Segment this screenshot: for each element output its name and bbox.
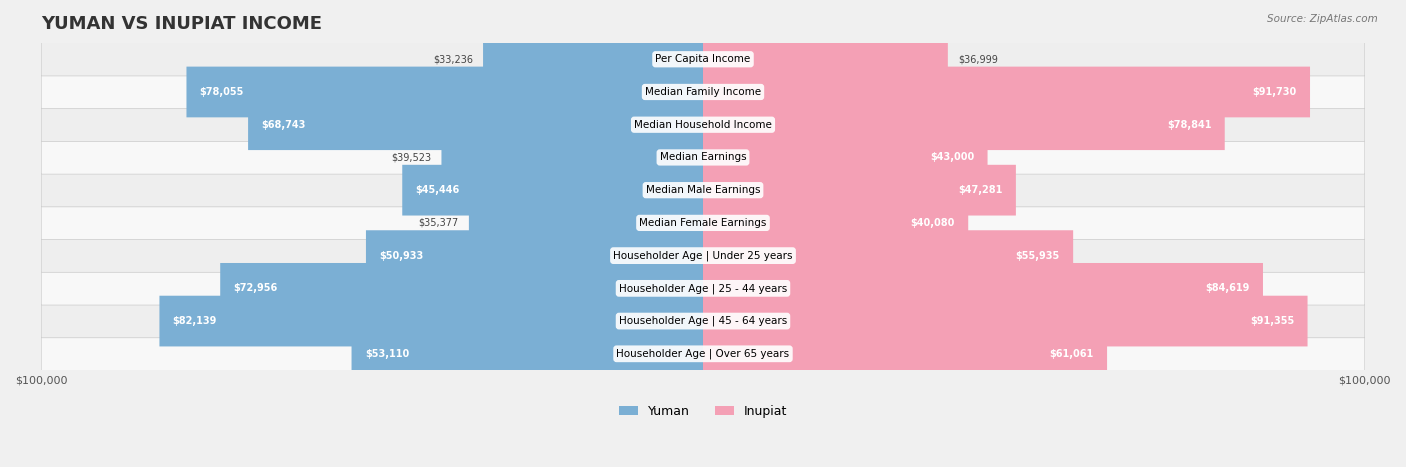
FancyBboxPatch shape — [703, 263, 1263, 314]
FancyBboxPatch shape — [441, 132, 703, 183]
Text: $78,055: $78,055 — [200, 87, 245, 97]
Text: $33,236: $33,236 — [433, 54, 474, 64]
FancyBboxPatch shape — [352, 328, 703, 379]
FancyBboxPatch shape — [703, 99, 1225, 150]
Text: Median Female Earnings: Median Female Earnings — [640, 218, 766, 228]
FancyBboxPatch shape — [703, 165, 1017, 216]
FancyBboxPatch shape — [41, 272, 1365, 305]
Text: Median Family Income: Median Family Income — [645, 87, 761, 97]
FancyBboxPatch shape — [703, 230, 1073, 281]
Text: $61,061: $61,061 — [1050, 349, 1094, 359]
FancyBboxPatch shape — [41, 337, 1365, 370]
Text: $50,933: $50,933 — [380, 251, 423, 261]
FancyBboxPatch shape — [247, 99, 703, 150]
Text: $55,935: $55,935 — [1015, 251, 1060, 261]
FancyBboxPatch shape — [703, 34, 948, 85]
Text: Householder Age | Over 65 years: Householder Age | Over 65 years — [616, 348, 790, 359]
FancyBboxPatch shape — [366, 230, 703, 281]
Text: Householder Age | 45 - 64 years: Householder Age | 45 - 64 years — [619, 316, 787, 326]
Text: $91,730: $91,730 — [1253, 87, 1296, 97]
Text: $72,956: $72,956 — [233, 283, 278, 293]
Text: $40,080: $40,080 — [911, 218, 955, 228]
FancyBboxPatch shape — [41, 206, 1365, 240]
FancyBboxPatch shape — [703, 296, 1308, 347]
Text: $91,355: $91,355 — [1250, 316, 1295, 326]
FancyBboxPatch shape — [703, 328, 1107, 379]
Text: $47,281: $47,281 — [959, 185, 1002, 195]
FancyBboxPatch shape — [703, 198, 969, 248]
Text: $82,139: $82,139 — [173, 316, 217, 326]
Text: Householder Age | 25 - 44 years: Householder Age | 25 - 44 years — [619, 283, 787, 294]
FancyBboxPatch shape — [41, 173, 1365, 207]
Text: $45,446: $45,446 — [416, 185, 460, 195]
FancyBboxPatch shape — [484, 34, 703, 85]
Text: Householder Age | Under 25 years: Householder Age | Under 25 years — [613, 250, 793, 261]
Text: Median Male Earnings: Median Male Earnings — [645, 185, 761, 195]
FancyBboxPatch shape — [703, 67, 1310, 117]
Text: Median Earnings: Median Earnings — [659, 152, 747, 163]
FancyBboxPatch shape — [703, 132, 987, 183]
FancyBboxPatch shape — [402, 165, 703, 216]
Legend: Yuman, Inupiat: Yuman, Inupiat — [614, 400, 792, 423]
Text: $78,841: $78,841 — [1167, 120, 1212, 130]
FancyBboxPatch shape — [41, 108, 1365, 142]
Text: $39,523: $39,523 — [391, 152, 432, 163]
FancyBboxPatch shape — [41, 239, 1365, 272]
Text: $68,743: $68,743 — [262, 120, 305, 130]
Text: Per Capita Income: Per Capita Income — [655, 54, 751, 64]
FancyBboxPatch shape — [41, 42, 1365, 76]
Text: $43,000: $43,000 — [929, 152, 974, 163]
Text: $36,999: $36,999 — [957, 54, 998, 64]
Text: Source: ZipAtlas.com: Source: ZipAtlas.com — [1267, 14, 1378, 24]
Text: YUMAN VS INUPIAT INCOME: YUMAN VS INUPIAT INCOME — [41, 15, 322, 33]
FancyBboxPatch shape — [187, 67, 703, 117]
FancyBboxPatch shape — [41, 141, 1365, 174]
Text: $84,619: $84,619 — [1205, 283, 1250, 293]
Text: Median Household Income: Median Household Income — [634, 120, 772, 130]
FancyBboxPatch shape — [468, 198, 703, 248]
Text: $53,110: $53,110 — [364, 349, 409, 359]
FancyBboxPatch shape — [221, 263, 703, 314]
FancyBboxPatch shape — [41, 75, 1365, 109]
FancyBboxPatch shape — [159, 296, 703, 347]
FancyBboxPatch shape — [41, 304, 1365, 338]
Text: $35,377: $35,377 — [419, 218, 458, 228]
